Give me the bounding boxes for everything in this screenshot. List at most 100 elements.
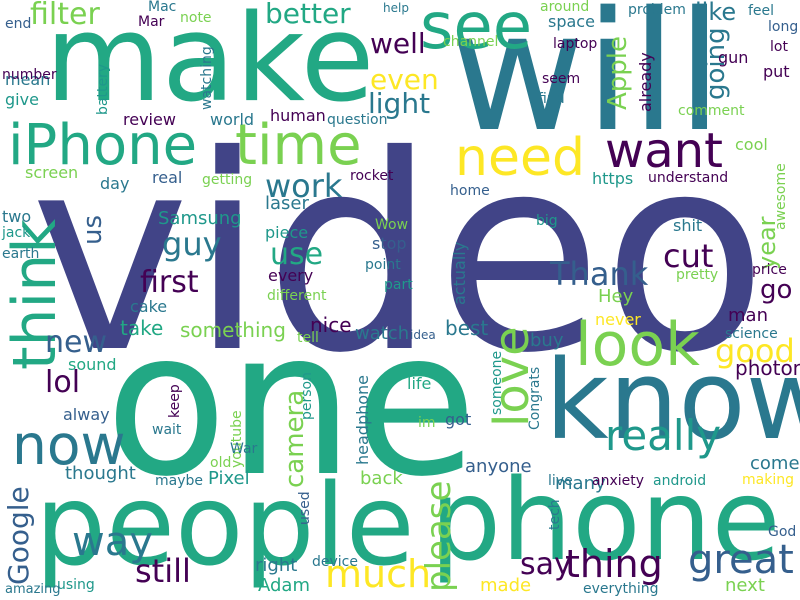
word-review: review bbox=[123, 110, 176, 129]
word-anyone: anyone bbox=[465, 456, 532, 477]
word-maybe: maybe bbox=[155, 473, 204, 489]
word-piece: piece bbox=[265, 223, 309, 242]
word-give: give bbox=[5, 90, 39, 109]
word-price: price bbox=[752, 262, 787, 278]
word-laser: laser bbox=[265, 193, 309, 214]
word-filter: filter bbox=[30, 0, 100, 32]
word-comment: comment bbox=[678, 103, 745, 119]
word-idea: idea bbox=[410, 328, 436, 342]
word-mar: Mar bbox=[138, 14, 165, 30]
word-thank: Thank bbox=[550, 255, 649, 293]
word-big: big bbox=[536, 213, 558, 229]
word-many: many bbox=[555, 473, 606, 494]
word-even: even bbox=[370, 63, 439, 96]
word-human: human bbox=[270, 106, 326, 125]
word-never: never bbox=[595, 310, 641, 329]
word-youtube: youtube bbox=[229, 410, 245, 468]
word-find: find bbox=[538, 91, 565, 107]
word-awesome: awesome bbox=[773, 163, 789, 230]
word-light: light bbox=[368, 87, 431, 120]
word-real: real bbox=[152, 168, 183, 187]
word-time: time bbox=[235, 113, 362, 178]
word-really: really bbox=[605, 411, 722, 460]
word-help: help bbox=[383, 1, 409, 15]
word-understand: understand bbox=[648, 170, 729, 186]
word-something: something bbox=[180, 318, 286, 342]
word-cool: cool bbox=[735, 135, 768, 154]
word-photon: photon bbox=[735, 356, 800, 380]
word-adam: Adam bbox=[258, 575, 310, 596]
word-https: https bbox=[592, 169, 634, 188]
word-use: use bbox=[270, 237, 324, 272]
word-question: question bbox=[327, 112, 388, 128]
word-used: used bbox=[297, 491, 313, 525]
word-earth: earth bbox=[2, 246, 40, 262]
word-space: space bbox=[548, 12, 595, 31]
word-come: come bbox=[750, 453, 800, 474]
word-tell: tell bbox=[297, 330, 319, 346]
word-gun: gun bbox=[718, 48, 749, 67]
word-part: part bbox=[384, 277, 413, 293]
word-wow: Wow bbox=[375, 217, 409, 233]
word-pretty: pretty bbox=[676, 267, 719, 283]
word-rocket: rocket bbox=[350, 168, 394, 184]
word-tech: tech bbox=[547, 499, 563, 530]
word-well: well bbox=[370, 27, 426, 60]
word-nice: nice bbox=[310, 313, 352, 337]
word-see: see bbox=[420, 0, 533, 64]
word-keep: keep bbox=[167, 384, 183, 418]
word-problem: problem bbox=[628, 2, 686, 18]
word-take: take bbox=[120, 316, 164, 340]
word-like: like bbox=[695, 0, 737, 26]
word-want: want bbox=[605, 123, 723, 179]
word-apple: Apple bbox=[603, 35, 633, 110]
word-amazing: amazing bbox=[5, 582, 61, 597]
word-mac: Mac bbox=[148, 0, 177, 15]
word-alway: alway bbox=[63, 405, 110, 424]
word-hey: Hey bbox=[598, 286, 634, 307]
word-man: man bbox=[728, 305, 768, 326]
word-sound: sound bbox=[68, 355, 117, 374]
word-guy: guy bbox=[162, 225, 222, 263]
word-old: old bbox=[210, 455, 232, 471]
word-people: people bbox=[35, 461, 415, 591]
word-google: Google bbox=[2, 486, 35, 585]
word-two: two bbox=[2, 207, 32, 226]
word-device: device bbox=[312, 554, 358, 570]
word-work: work bbox=[265, 167, 343, 205]
word-headphone: headphone bbox=[353, 374, 372, 465]
word-one: one bbox=[105, 288, 478, 521]
word-someone: someone bbox=[489, 350, 505, 415]
word-world: world bbox=[210, 110, 255, 129]
word-cut: cut bbox=[663, 237, 714, 275]
word-thing: thing bbox=[565, 542, 663, 586]
word-android: android bbox=[653, 473, 707, 489]
word-mean: mean bbox=[5, 70, 51, 89]
word-best: best bbox=[445, 316, 489, 340]
word-note: note bbox=[180, 10, 212, 26]
word-better: better bbox=[265, 0, 351, 30]
word-say: say bbox=[520, 547, 572, 582]
word-lot: lot bbox=[770, 39, 788, 55]
word-phone: phone bbox=[430, 456, 781, 586]
word-go: go bbox=[760, 275, 793, 305]
word-need: need bbox=[455, 128, 585, 188]
word-feel: feel bbox=[748, 3, 775, 19]
word-science: science bbox=[725, 326, 778, 342]
word-put: put bbox=[763, 62, 790, 81]
word-still: still bbox=[135, 552, 191, 590]
word-im: im bbox=[418, 415, 436, 431]
word-screen: screen bbox=[25, 163, 79, 182]
word-god: God bbox=[768, 524, 797, 540]
word-every: every bbox=[268, 266, 314, 285]
word-getting: getting bbox=[202, 172, 253, 188]
word-anxiety: anxiety bbox=[592, 473, 645, 489]
word-video: video bbox=[30, 97, 768, 412]
word-great: great bbox=[688, 537, 794, 583]
word-making: making bbox=[742, 472, 794, 488]
word-made: made bbox=[480, 575, 532, 596]
word-watch: watch bbox=[355, 323, 410, 344]
word-know: know bbox=[545, 336, 800, 464]
word-point: point bbox=[365, 257, 401, 273]
